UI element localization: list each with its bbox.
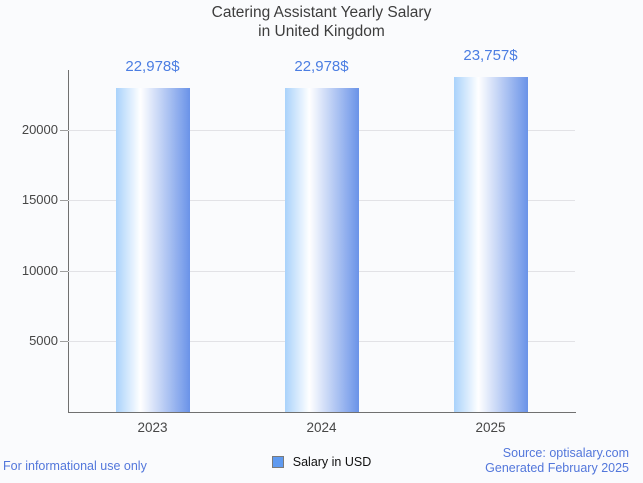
legend-label: Salary in USD bbox=[292, 455, 372, 469]
chart-title-line2: in United Kingdom bbox=[258, 23, 385, 40]
y-axis-tick bbox=[60, 129, 68, 131]
y-axis-line bbox=[68, 70, 69, 413]
legend-swatch-icon bbox=[271, 456, 284, 468]
disclaimer-text: For informational use only bbox=[3, 459, 147, 473]
bar-value-label: 22,978$ bbox=[294, 57, 349, 75]
y-axis-tick bbox=[60, 200, 68, 202]
bar-2024[interactable] bbox=[284, 87, 359, 412]
x-axis-line bbox=[68, 412, 576, 413]
legend[interactable]: Salary in USD bbox=[0, 455, 643, 469]
source-info: Source: optisalary.com Generated Februar… bbox=[485, 446, 629, 476]
y-axis-tick bbox=[60, 341, 68, 343]
bar-value-label: 23,757$ bbox=[463, 46, 518, 64]
chart-title-line1: Catering Assistant Yearly Salary bbox=[211, 4, 432, 21]
x-axis-label: 2023 bbox=[137, 420, 168, 435]
source-link[interactable]: Source: optisalary.com bbox=[502, 446, 629, 460]
x-axis-label: 2024 bbox=[306, 420, 337, 435]
plot-area: 5000 10000 15000 20000 22,978$ 22,978$ 23,757$ bbox=[22, 48, 575, 412]
y-axis-label: 20000 bbox=[21, 121, 58, 137]
y-axis-label: 5000 bbox=[29, 333, 58, 349]
y-axis-tick bbox=[60, 270, 68, 272]
bar-2023[interactable] bbox=[115, 87, 190, 412]
bar-2025[interactable] bbox=[453, 76, 528, 412]
generated-date: Generated February 2025 bbox=[485, 461, 629, 475]
y-axis-label: 10000 bbox=[21, 262, 58, 278]
y-axis-label: 15000 bbox=[21, 192, 58, 208]
chart-title: Catering Assistant Yearly Salary in Unit… bbox=[0, 3, 643, 41]
x-axis-label: 2025 bbox=[475, 420, 506, 435]
bar-value-label: 22,978$ bbox=[125, 57, 180, 75]
